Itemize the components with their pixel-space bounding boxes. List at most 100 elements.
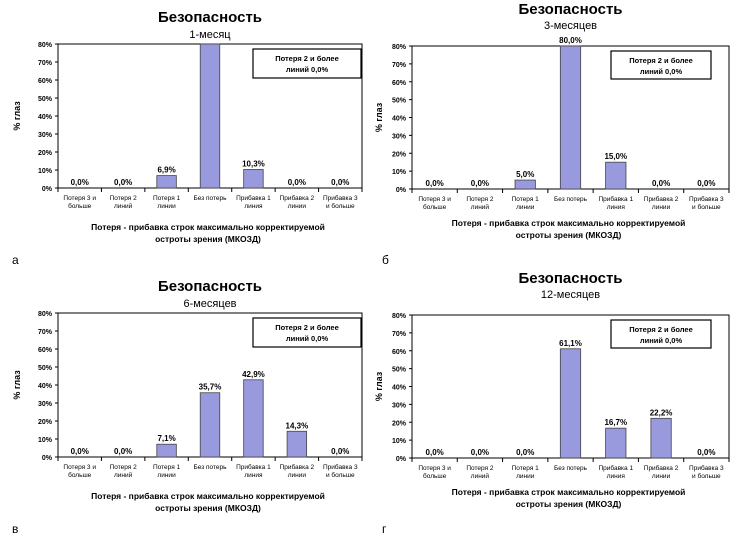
x-axis-label: остроты зрения (МКОЗД) xyxy=(155,234,261,244)
y-axis-label: % глаз xyxy=(374,102,384,132)
y-tick-label: 30% xyxy=(38,401,53,408)
bar-value-label: 35,7% xyxy=(199,383,222,392)
bar-value-label: 0,0% xyxy=(71,178,89,187)
y-tick-label: 10% xyxy=(38,437,53,444)
x-tick-label: линия xyxy=(607,473,626,480)
x-tick-label: линии xyxy=(516,204,535,211)
y-axis-label: % глаз xyxy=(12,370,22,400)
y-tick-label: 70% xyxy=(392,62,407,69)
x-tick-label: Потеря 1 xyxy=(153,464,181,471)
y-tick-label: 60% xyxy=(38,78,53,85)
bar xyxy=(243,169,264,189)
x-tick-label: линия xyxy=(244,203,263,210)
y-tick-label: 80% xyxy=(38,311,53,318)
x-tick-label: линии xyxy=(157,203,176,210)
panel-letter-c: в xyxy=(12,522,19,536)
y-tick-label: 40% xyxy=(38,383,53,390)
y-tick-label: 0% xyxy=(396,187,407,194)
bar-value-label: 0,0% xyxy=(471,179,489,188)
x-axis-label: Потеря - прибавка строк максимально корр… xyxy=(452,487,686,497)
chart-subtitle: 1-месяц xyxy=(189,29,231,41)
bar xyxy=(156,443,177,458)
bar-value-label: 80,0% xyxy=(559,36,582,45)
y-tick-label: 10% xyxy=(392,438,407,445)
x-tick-label: линии xyxy=(288,472,307,479)
x-tick-label: и больше xyxy=(692,472,721,480)
x-tick-label: и больше xyxy=(326,202,355,210)
x-tick-label: Потеря 3 и xyxy=(418,196,451,203)
chart-svg-b: Безопасность 3-месяцев 0% 10% 20% 30% 40% 50% 60… xyxy=(374,1,730,240)
bar-value-label: 0,0% xyxy=(331,178,349,187)
x-tick-label: Прибавка 3 xyxy=(689,464,724,472)
x-tick-label: Прибавка 2 xyxy=(644,195,679,203)
x-tick-label: и больше xyxy=(326,471,355,479)
x-tick-label: Прибавка 1 xyxy=(236,463,271,471)
x-tick-label: линий xyxy=(114,202,133,210)
x-tick-label: Потеря 2 xyxy=(466,465,494,472)
annotation-box xyxy=(610,319,712,349)
y-tick-label: 0% xyxy=(396,456,407,463)
bar-value-label: 0,0% xyxy=(652,179,670,188)
bar-value-label: 0,0% xyxy=(114,447,132,456)
bar xyxy=(605,161,627,190)
x-tick-label: линии xyxy=(652,473,671,480)
panel-letter-a: а xyxy=(12,253,19,267)
y-tick-label: 20% xyxy=(392,151,407,158)
chart-title: Безопасность xyxy=(158,9,262,26)
chart-panel-c: Безопасность 6-месяцев 0% 10% 20% 30% 40% 50% 60… xyxy=(0,269,366,539)
y-tick-label: 80% xyxy=(392,313,407,320)
chart-panel-d: Безопасность 12-месяцев 0% 10% 20% 30% 40% 50% 6… xyxy=(366,269,732,539)
x-axis-label: остроты зрения (МКОЗД) xyxy=(516,230,622,240)
x-tick-label: Прибавка 1 xyxy=(236,194,271,202)
y-tick-label: 50% xyxy=(38,96,53,103)
chart-svg-c: Безопасность 6-месяцев 0% 10% 20% 30% 40% 50% 60… xyxy=(12,278,363,513)
bar-value-label: 16,7% xyxy=(604,418,627,427)
bar-value-label: 0,0% xyxy=(697,448,715,457)
x-tick-label: Прибавка 3 xyxy=(323,194,358,202)
bar xyxy=(559,348,582,459)
x-tick-label: Прибавка 2 xyxy=(644,464,679,472)
x-tick-label: линии xyxy=(288,203,307,210)
y-tick-label: 50% xyxy=(38,365,53,372)
x-tick-label: Прибавка 2 xyxy=(280,194,315,202)
x-tick-label: больше xyxy=(68,471,92,479)
annotation-text: Потеря 2 и более xyxy=(275,54,339,63)
x-tick-label: больше xyxy=(423,472,447,480)
x-tick-label: Потеря 1 xyxy=(153,195,181,202)
annotation-text: Потеря 2 и более xyxy=(275,323,339,332)
x-tick-label: Прибавка 3 xyxy=(689,195,724,203)
x-axis-label: Потеря - прибавка строк максимально корр… xyxy=(452,218,686,228)
chart-title: Безопасность xyxy=(158,278,262,295)
x-tick-label: Без потерь xyxy=(554,196,588,203)
x-tick-label: и больше xyxy=(692,203,721,211)
bar-value-label: 22,2% xyxy=(650,408,673,417)
y-tick-label: 30% xyxy=(38,132,53,139)
y-tick-label: 70% xyxy=(38,329,53,336)
y-tick-label: 10% xyxy=(38,168,53,175)
x-tick-label: Без потерь xyxy=(554,465,588,472)
x-axis-label: Потеря - прибавка строк максимально корр… xyxy=(91,222,325,232)
x-tick-label: Потеря 2 xyxy=(466,196,494,203)
bar xyxy=(199,43,221,189)
y-tick-label: 60% xyxy=(392,80,407,87)
bar-value-label: 14,3% xyxy=(286,421,309,430)
bar-value-label: 0,0% xyxy=(114,178,132,187)
x-tick-label: линии xyxy=(652,204,671,211)
y-tick-label: 20% xyxy=(38,150,53,157)
chart-panel-b: Безопасность 3-месяцев 0% 10% 20% 30% 40% 50% 60… xyxy=(366,0,732,270)
x-tick-label: Прибавка 2 xyxy=(280,463,315,471)
chart-subtitle: 6-месяцев xyxy=(183,298,236,310)
bar xyxy=(286,430,308,458)
x-tick-label: Потеря 3 и xyxy=(63,464,96,471)
bar xyxy=(559,45,582,190)
x-tick-label: линий xyxy=(114,471,133,479)
bar-value-label: 0,0% xyxy=(516,448,534,457)
chart-svg-a: Безопасность 1-месяц 0% 10% 20% 30% 40% 50% 60% 7… xyxy=(12,9,363,244)
y-axis-label: % глаз xyxy=(374,371,384,401)
y-tick-label: 80% xyxy=(392,44,407,51)
bar-value-label: 6,9% xyxy=(157,166,175,175)
y-axis-label: % глаз xyxy=(12,101,22,131)
bar-value-label: 15,0% xyxy=(604,152,627,161)
chart-svg-d: Безопасность 12-месяцев 0% 10% 20% 30% 40% 50% 6… xyxy=(374,270,730,509)
bar-value-label: 7,1% xyxy=(157,434,175,443)
